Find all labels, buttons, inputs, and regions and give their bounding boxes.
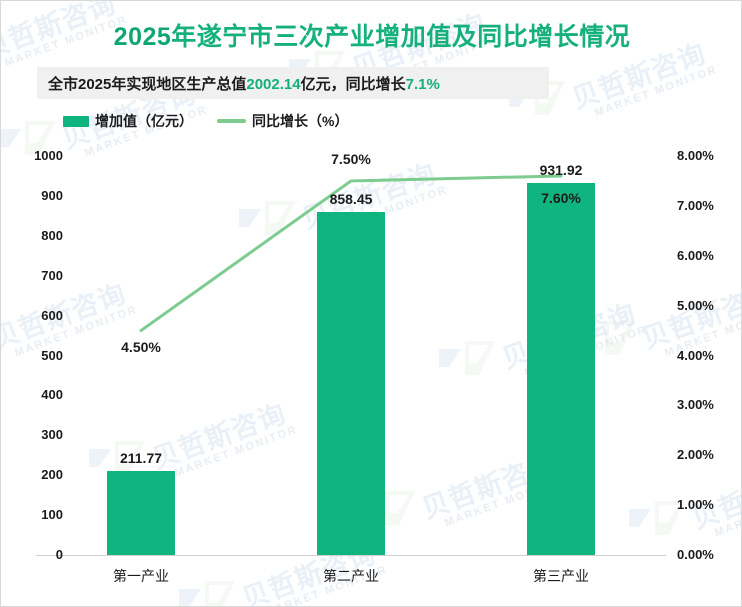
growth-line-svg [139,174,563,333]
bar-value-label-2: 858.45 [329,191,373,208]
bar-value-label-3: 931.92 [539,162,583,179]
bar-1[interactable] [107,470,175,555]
bar-3[interactable] [527,183,595,555]
chart-title: 2025年遂宁市三次产业增加值及同比增长情况 [1,17,741,53]
legend-item-bar[interactable]: 增加值（亿元） [63,111,193,131]
line-value-label-2: 7.50% [331,150,371,167]
bar-value-label-1: 211.77 [119,449,163,466]
line-value-label-1: 4.50% [121,338,161,355]
subtitle-growth-value: 7.1% [405,75,440,93]
legend-item-line[interactable]: 同比增长（%） [217,111,348,131]
chart-subtitle: 全市2025年实现地区生产总值2002.14亿元，同比增长7.1% [37,73,440,94]
chart-title-year: 2025 [113,23,172,51]
line-value-label-3: 7.60% [541,189,581,206]
legend-bar-swatch-icon [63,115,89,127]
plot-area [36,156,666,555]
bar-2[interactable] [317,212,385,555]
legend-bar-label: 增加值（亿元） [95,113,193,129]
legend-line-label: 同比增长（%） [252,113,349,129]
subtitle-gdp-value: 2002.14 [246,75,301,93]
subtitle-text-1: 全市2025年实现地区生产总值 [48,75,247,93]
growth-line [139,174,563,333]
x-axis-line [36,555,666,556]
legend-line-swatch-icon [217,119,246,123]
chart-legend: 增加值（亿元） 同比增长（%） [63,111,348,131]
chart-title-rest: 年遂宁市三次产业增加值及同比增长情况 [171,23,631,51]
